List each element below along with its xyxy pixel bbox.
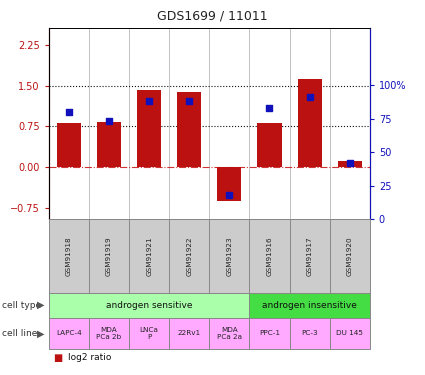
Bar: [258, 123, 281, 168]
Text: GSM91922: GSM91922: [186, 236, 192, 276]
Bar: [89, 318, 129, 349]
Point: [266, 105, 273, 111]
Point: [146, 98, 153, 104]
Text: MDA
PCa 2b: MDA PCa 2b: [96, 327, 122, 340]
Bar: [169, 219, 209, 292]
Text: GSM91920: GSM91920: [347, 236, 353, 276]
Text: log2 ratio: log2 ratio: [68, 352, 111, 362]
Text: PC-3: PC-3: [301, 330, 318, 336]
Text: GSM91923: GSM91923: [227, 236, 232, 276]
Text: LAPC-4: LAPC-4: [56, 330, 82, 336]
Bar: [289, 219, 330, 292]
Bar: [209, 318, 249, 349]
Bar: [49, 292, 249, 318]
Text: cell type: cell type: [2, 301, 41, 310]
Text: GSM91917: GSM91917: [306, 236, 312, 276]
Bar: [169, 318, 209, 349]
Bar: [289, 318, 330, 349]
Bar: [330, 219, 370, 292]
Bar: [129, 318, 169, 349]
Point: [226, 192, 233, 198]
Bar: [137, 90, 161, 168]
Point: [186, 98, 193, 104]
Text: LNCa
P: LNCa P: [140, 327, 159, 340]
Bar: [209, 219, 249, 292]
Bar: [57, 123, 81, 168]
Text: GSM91919: GSM91919: [106, 236, 112, 276]
Text: cell line: cell line: [2, 329, 37, 338]
Bar: [49, 219, 89, 292]
Bar: [177, 92, 201, 168]
Point: [65, 109, 72, 115]
Point: [106, 118, 113, 124]
Bar: [249, 318, 289, 349]
Bar: [129, 219, 169, 292]
Text: androgen sensitive: androgen sensitive: [106, 301, 193, 310]
Text: ▶: ▶: [37, 328, 45, 338]
Bar: [97, 122, 121, 168]
Text: MDA
PCa 2a: MDA PCa 2a: [217, 327, 242, 340]
Bar: [337, 161, 362, 168]
Text: PPC-1: PPC-1: [259, 330, 280, 336]
Text: GSM91916: GSM91916: [266, 236, 272, 276]
Text: androgen insensitive: androgen insensitive: [262, 301, 357, 310]
Point: [346, 160, 353, 166]
Bar: [217, 168, 241, 201]
Bar: [49, 318, 89, 349]
Text: DU 145: DU 145: [336, 330, 363, 336]
Text: ■: ■: [53, 352, 62, 363]
Bar: [89, 219, 129, 292]
Bar: [249, 292, 370, 318]
Text: GSM91921: GSM91921: [146, 236, 152, 276]
Text: GDS1699 / 11011: GDS1699 / 11011: [157, 9, 268, 22]
Text: ▶: ▶: [37, 300, 45, 310]
Bar: [298, 79, 322, 168]
Point: [306, 94, 313, 100]
Text: 22Rv1: 22Rv1: [178, 330, 201, 336]
Bar: [249, 219, 289, 292]
Text: GSM91918: GSM91918: [66, 236, 72, 276]
Bar: [330, 318, 370, 349]
